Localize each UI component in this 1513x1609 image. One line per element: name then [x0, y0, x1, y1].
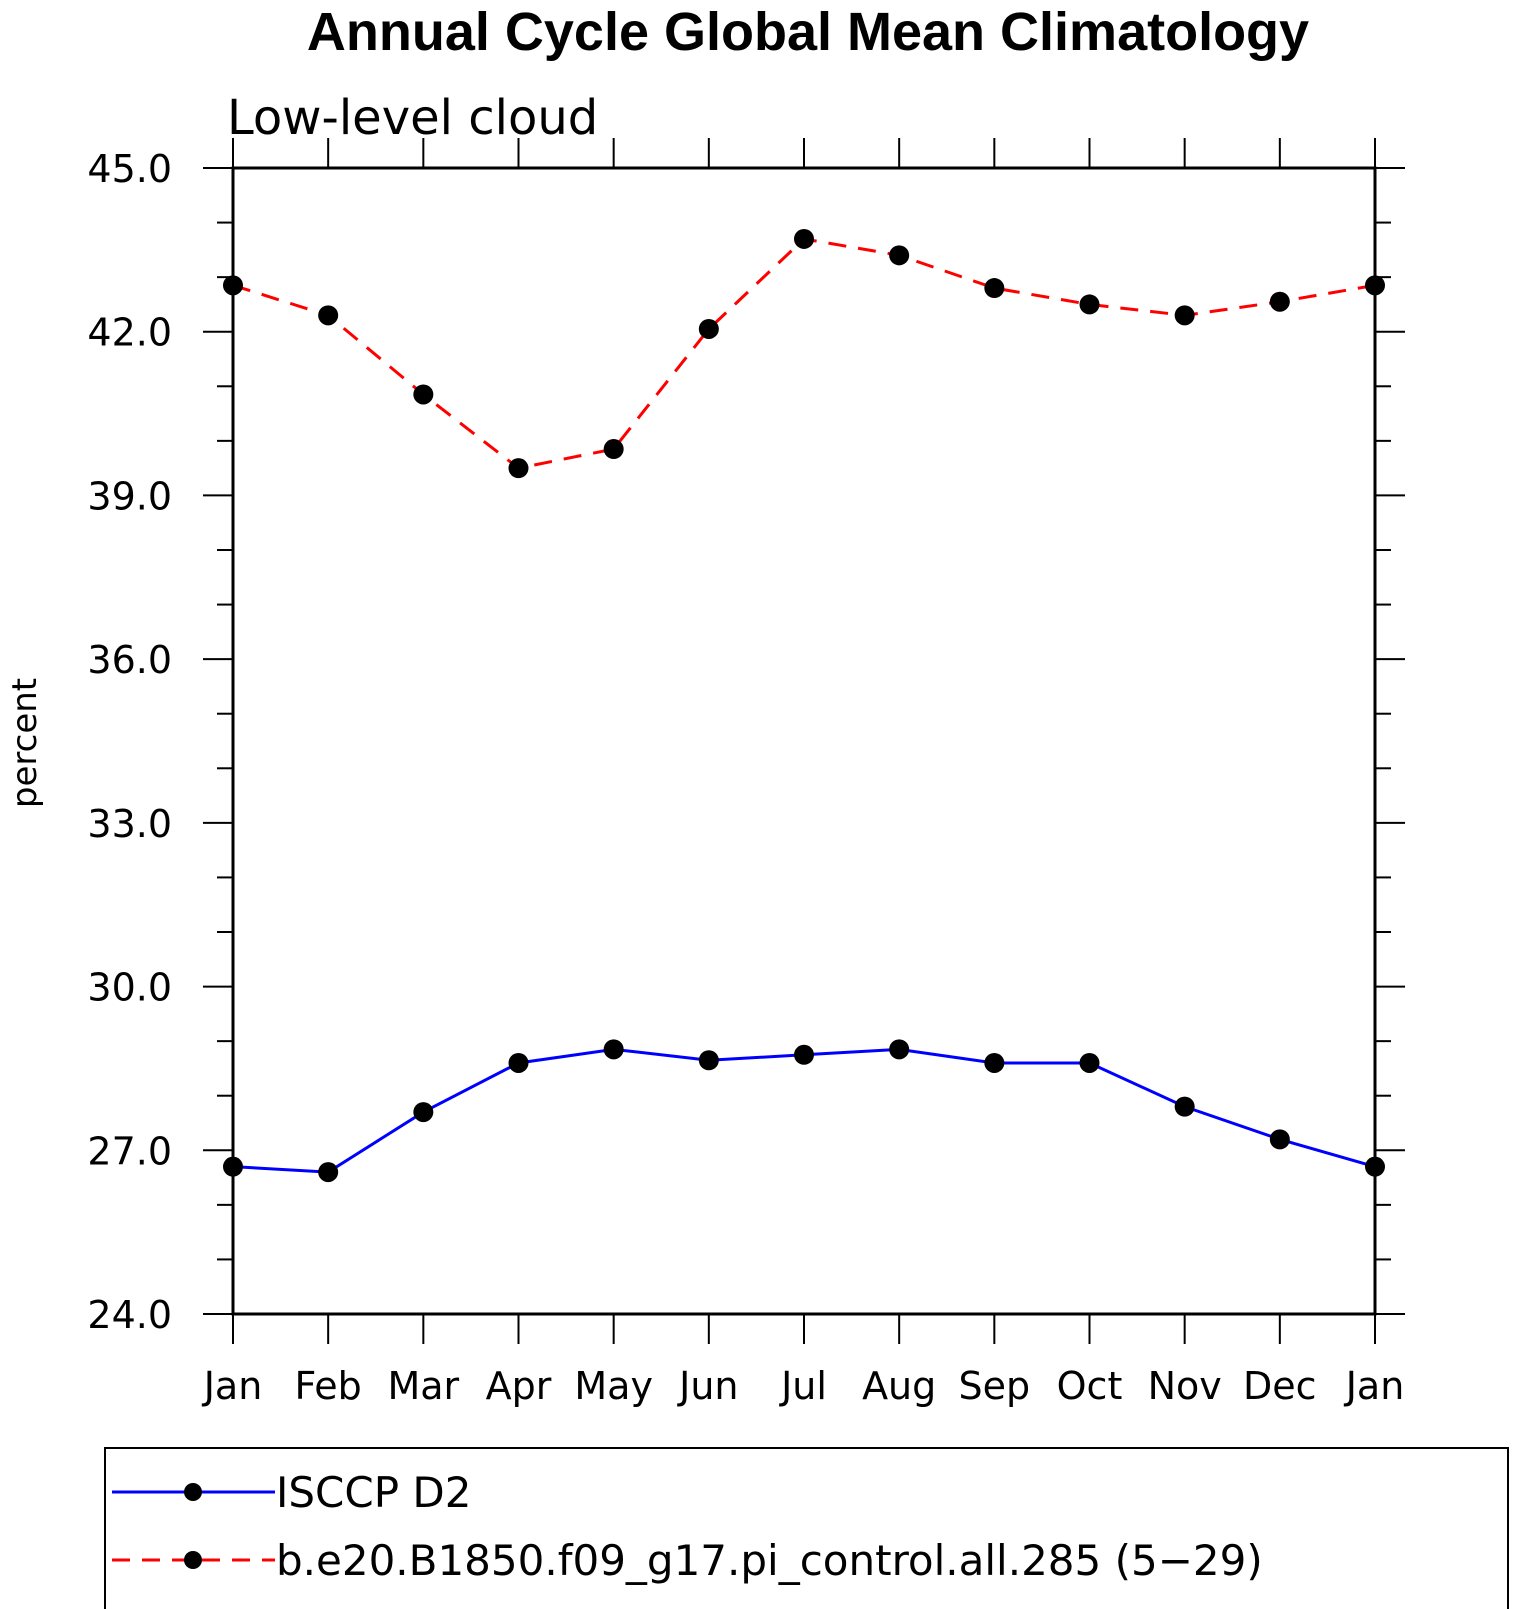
plot-frame [231, 166, 1377, 1316]
series-1-point [889, 245, 910, 266]
legend-label-model: b.e20.B1850.f09_g17.pi_control.all.285 (… [276, 1536, 1263, 1585]
series-1-point [603, 439, 624, 460]
series-0-point [794, 1044, 814, 1065]
x-tick-label: Aug [862, 1364, 936, 1408]
legend-marker-isccp [184, 1483, 202, 1501]
series-line-0 [232, 1047, 1376, 1174]
legend-label-isccp: ISCCP D2 [276, 1468, 471, 1517]
series-1-point [1079, 294, 1100, 315]
series-1-point [1174, 305, 1195, 326]
x-tick-label: Sep [959, 1364, 1031, 1408]
series-0-point [603, 1039, 624, 1060]
y-tick-label: 36.0 [87, 638, 172, 682]
series-0-point [984, 1052, 1005, 1073]
series-layer [223, 228, 1385, 1183]
y-tick-label: 45.0 [87, 147, 172, 191]
chart-subtitle: Low-level cloud [227, 90, 598, 146]
series-line-1 [232, 237, 1376, 470]
x-tick-label: Dec [1243, 1364, 1317, 1408]
series-1-point [413, 384, 434, 405]
plot-border [231, 166, 1377, 1316]
x-tick-label: Oct [1057, 1364, 1123, 1408]
y-axis-label: percent [5, 678, 45, 808]
y-tick-label: 42.0 [87, 311, 172, 355]
series-1-point [794, 228, 814, 249]
legend-marker-model [184, 1551, 202, 1569]
series-0-point [1174, 1096, 1195, 1117]
series-1-point [984, 278, 1005, 299]
y-tick-label: 30.0 [87, 966, 172, 1010]
x-tick-label: Apr [486, 1364, 552, 1408]
chart-title: Annual Cycle Global Mean Climatology [307, 2, 1309, 62]
x-tick-label: Nov [1148, 1364, 1222, 1408]
series-1-point [1365, 275, 1385, 296]
series-1-point [223, 275, 243, 296]
series-0-point [1365, 1156, 1385, 1177]
series-0-point [698, 1050, 719, 1071]
y-axis: 24.0 27.0 30.0 33.0 36.0 39.0 42.0 45.0 [87, 147, 1405, 1337]
x-tick-label: Mar [387, 1364, 459, 1408]
series-1-point [508, 458, 529, 479]
series-0-point [508, 1052, 529, 1073]
y-tick-label: 27.0 [87, 1129, 172, 1173]
x-tick-label: Feb [295, 1364, 362, 1408]
x-tick-label: Jul [779, 1364, 827, 1408]
series-1-point [318, 305, 339, 326]
series-0-point [318, 1162, 339, 1183]
series-0-point [1079, 1052, 1100, 1073]
series-0-point [223, 1156, 243, 1177]
series-1-point [1269, 291, 1290, 312]
y-tick-label: 24.0 [87, 1293, 172, 1337]
x-tick-label: Jan [202, 1364, 263, 1408]
legend-box [104, 1447, 1509, 1609]
series-1-point [698, 318, 719, 339]
series-0-point [413, 1102, 434, 1123]
series-0-point [1269, 1129, 1290, 1150]
y-tick-label: 39.0 [87, 474, 172, 518]
y-tick-label: 33.0 [87, 802, 172, 846]
x-tick-label: May [574, 1364, 653, 1408]
series-0-point [889, 1039, 910, 1060]
x-axis: Jan Feb Mar Apr May Jun Jul Aug Sep Oct Nov Dec Jan [202, 138, 1405, 1408]
legend: ISCCP D2 b.e20.B1850.f09_g17.pi_control.… [104, 1447, 1509, 1609]
x-tick-label: Jan [1344, 1364, 1405, 1408]
x-tick-label: Jun [677, 1364, 738, 1408]
